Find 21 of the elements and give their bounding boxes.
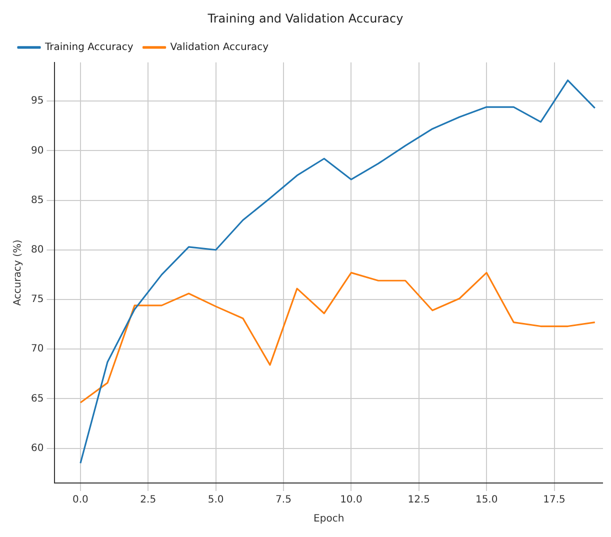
chart-title: Training and Validation Accuracy — [206, 11, 404, 26]
y-tick-label: 60 — [30, 442, 44, 454]
legend-label: Validation Accuracy — [170, 42, 269, 53]
y-tick-label: 85 — [30, 194, 44, 206]
x-tick-label: 5.0 — [208, 494, 224, 506]
x-tick-label: 2.5 — [140, 494, 156, 506]
y-tick-label: 65 — [30, 393, 44, 404]
y-tick-label: 95 — [30, 96, 44, 107]
legend-label: Training Accuracy — [44, 42, 134, 53]
y-axis-title: Accuracy (%) — [12, 240, 24, 306]
y-tick-label: 90 — [30, 145, 44, 156]
x-axis-title: Epoch — [314, 514, 344, 525]
x-tick-label: 12.5 — [408, 494, 430, 506]
y-tick-label: 80 — [30, 244, 44, 256]
x-tick-label: 15.0 — [475, 494, 498, 506]
x-tick-label: 10.0 — [340, 494, 362, 506]
y-tick-label: 70 — [30, 344, 44, 355]
x-tick-label: 17.5 — [543, 494, 566, 506]
x-tick-label: 0.0 — [72, 494, 88, 506]
y-tick-label: 75 — [30, 294, 44, 306]
x-tick-label: 7.5 — [276, 494, 292, 506]
